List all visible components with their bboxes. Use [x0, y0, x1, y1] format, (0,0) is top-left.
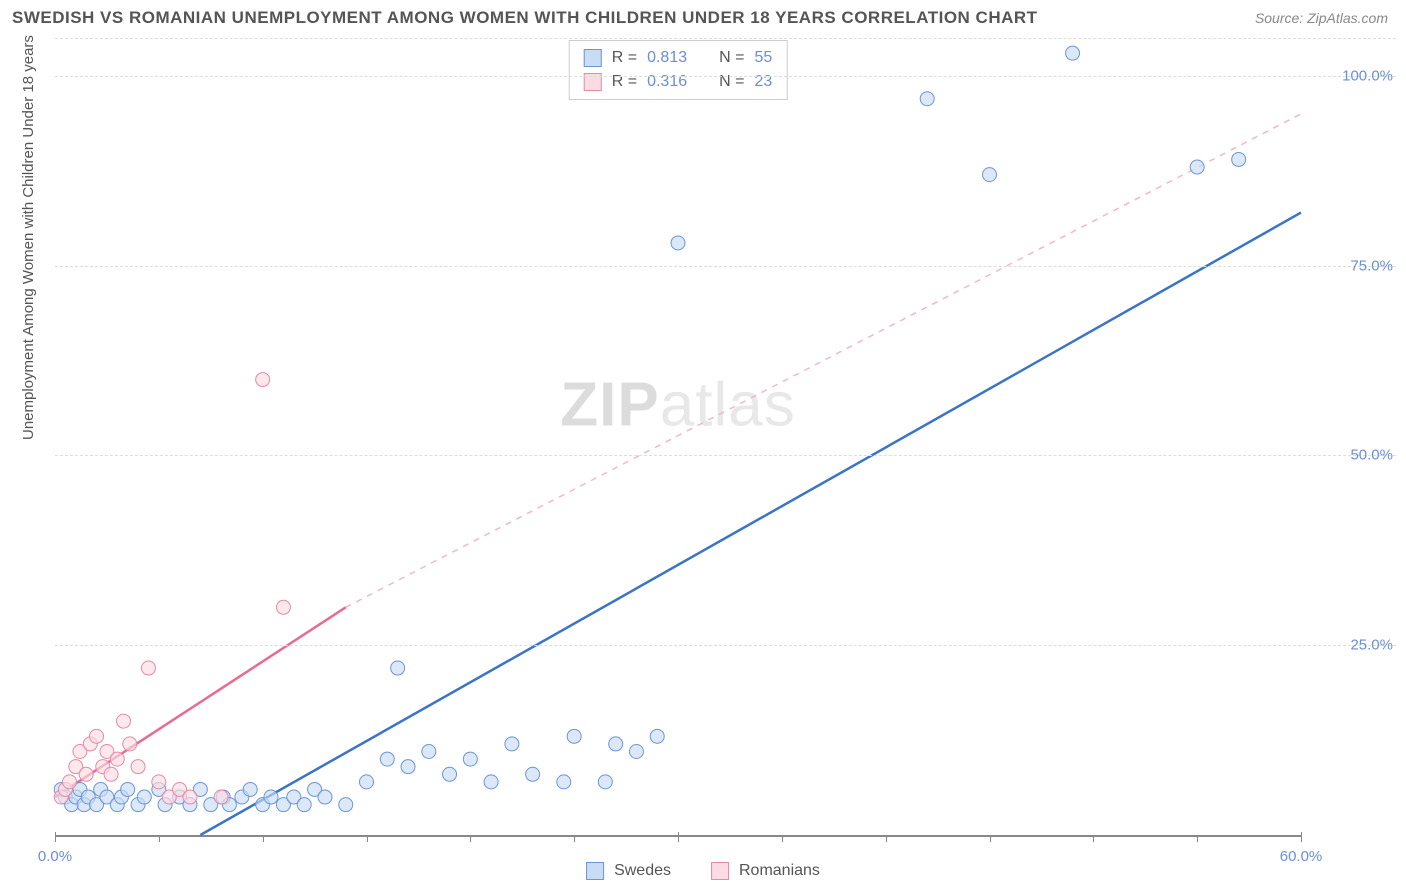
data-point: [505, 737, 519, 751]
data-point: [243, 782, 257, 796]
data-point: [557, 775, 571, 789]
x-tick: [1197, 835, 1198, 842]
x-tick: [159, 835, 160, 842]
y-tick-label: 75.0%: [1350, 257, 1393, 274]
y-tick-label: 100.0%: [1342, 67, 1393, 84]
legend-item: Swedes: [586, 862, 671, 880]
data-point: [121, 782, 135, 796]
data-point: [104, 767, 118, 781]
data-point: [391, 661, 405, 675]
gridline: [55, 266, 1396, 267]
data-point: [443, 767, 457, 781]
gridline: [55, 76, 1396, 77]
x-tick: [1093, 835, 1094, 842]
x-tick-label: 0.0%: [38, 848, 72, 865]
data-point: [360, 775, 374, 789]
y-tick-label: 50.0%: [1350, 447, 1393, 464]
source-label: Source: ZipAtlas.com: [1255, 10, 1388, 26]
data-point: [401, 760, 415, 774]
chart-title: SWEDISH VS ROMANIAN UNEMPLOYMENT AMONG W…: [12, 8, 1038, 28]
data-point: [256, 373, 270, 387]
x-tick: [678, 832, 679, 842]
x-tick: [263, 835, 264, 842]
legend-label: Swedes: [614, 862, 671, 880]
x-tick-label: 60.0%: [1280, 848, 1323, 865]
data-point: [141, 661, 155, 675]
x-tick: [470, 835, 471, 842]
data-point: [79, 767, 93, 781]
swatch-icon: [711, 862, 729, 880]
data-point: [90, 729, 104, 743]
data-point: [214, 790, 228, 804]
gridline: [55, 455, 1396, 456]
data-point: [484, 775, 498, 789]
data-point: [671, 236, 685, 250]
legend-series: Swedes Romanians: [586, 862, 820, 880]
data-point: [629, 745, 643, 759]
scatter-svg: [55, 38, 1301, 835]
data-point: [183, 790, 197, 804]
regression-line: [346, 114, 1301, 607]
x-tick: [55, 832, 56, 842]
data-point: [380, 752, 394, 766]
data-point: [526, 767, 540, 781]
data-point: [463, 752, 477, 766]
data-point: [983, 168, 997, 182]
x-tick: [1301, 832, 1302, 842]
data-point: [131, 760, 145, 774]
regression-line: [200, 213, 1301, 835]
data-point: [276, 600, 290, 614]
y-axis-label: Unemployment Among Women with Children U…: [20, 35, 37, 440]
x-tick: [990, 835, 991, 842]
data-point: [1232, 152, 1246, 166]
y-tick-label: 25.0%: [1350, 637, 1393, 654]
x-tick: [574, 835, 575, 842]
gridline: [55, 38, 1396, 39]
data-point: [63, 775, 77, 789]
chart-plot-area: ZIPatlas R = 0.813 N = 55 R = 0.316 N = …: [55, 38, 1301, 837]
legend-label: Romanians: [739, 862, 820, 880]
data-point: [598, 775, 612, 789]
legend-item: Romanians: [711, 862, 820, 880]
data-point: [609, 737, 623, 751]
data-point: [650, 729, 664, 743]
data-point: [920, 92, 934, 106]
x-tick: [886, 835, 887, 842]
x-tick: [782, 835, 783, 842]
data-point: [422, 745, 436, 759]
x-tick: [367, 835, 368, 842]
data-point: [137, 790, 151, 804]
data-point: [152, 775, 166, 789]
data-point: [123, 737, 137, 751]
data-point: [110, 752, 124, 766]
data-point: [1066, 46, 1080, 60]
gridline: [55, 645, 1396, 646]
data-point: [339, 798, 353, 812]
data-point: [264, 790, 278, 804]
data-point: [297, 798, 311, 812]
data-point: [567, 729, 581, 743]
data-point: [318, 790, 332, 804]
data-point: [117, 714, 131, 728]
data-point: [1190, 160, 1204, 174]
swatch-icon: [586, 862, 604, 880]
